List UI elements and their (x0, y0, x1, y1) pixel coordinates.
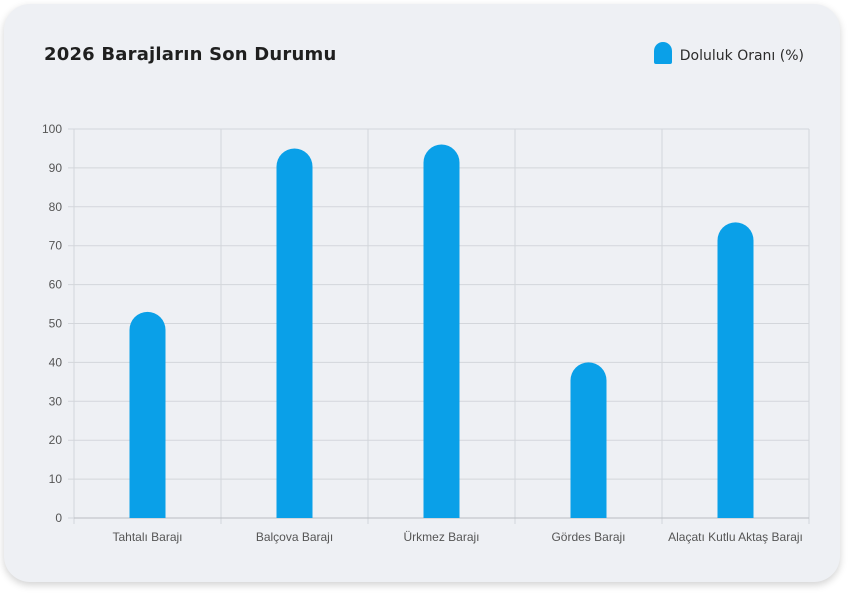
x-tick-label: Tahtalı Barajı (112, 530, 182, 544)
legend[interactable]: Doluluk Oranı (%) (653, 42, 804, 64)
bar (129, 311, 166, 518)
y-tick-label: 60 (49, 278, 63, 292)
x-tick-label: Balçova Barajı (256, 530, 333, 544)
y-tick-label: 20 (49, 433, 63, 447)
x-tick-label: Alaçatı Kutlu Aktaş Barajı (668, 530, 803, 544)
chart-title: 2026 Barajların Son Durumu (44, 44, 337, 65)
bar (423, 144, 460, 518)
bar (570, 362, 607, 518)
x-tick-label: Gördes Barajı (551, 530, 625, 544)
y-tick-label: 70 (49, 239, 63, 253)
y-tick-label: 90 (49, 161, 63, 175)
legend-swatch (653, 42, 672, 64)
y-tick-label: 50 (49, 317, 63, 331)
x-tick-label: Ürkmez Barajı (403, 530, 479, 544)
y-tick-label: 30 (49, 394, 63, 408)
legend-label: Doluluk Oranı (%) (679, 48, 804, 64)
y-tick-label: 80 (49, 200, 63, 214)
y-tick-label: 0 (55, 511, 62, 525)
bar (276, 148, 313, 518)
y-tick-label: 40 (49, 355, 63, 369)
y-tick-label: 10 (49, 472, 63, 486)
y-tick-label: 100 (42, 122, 62, 136)
bar (717, 222, 754, 519)
